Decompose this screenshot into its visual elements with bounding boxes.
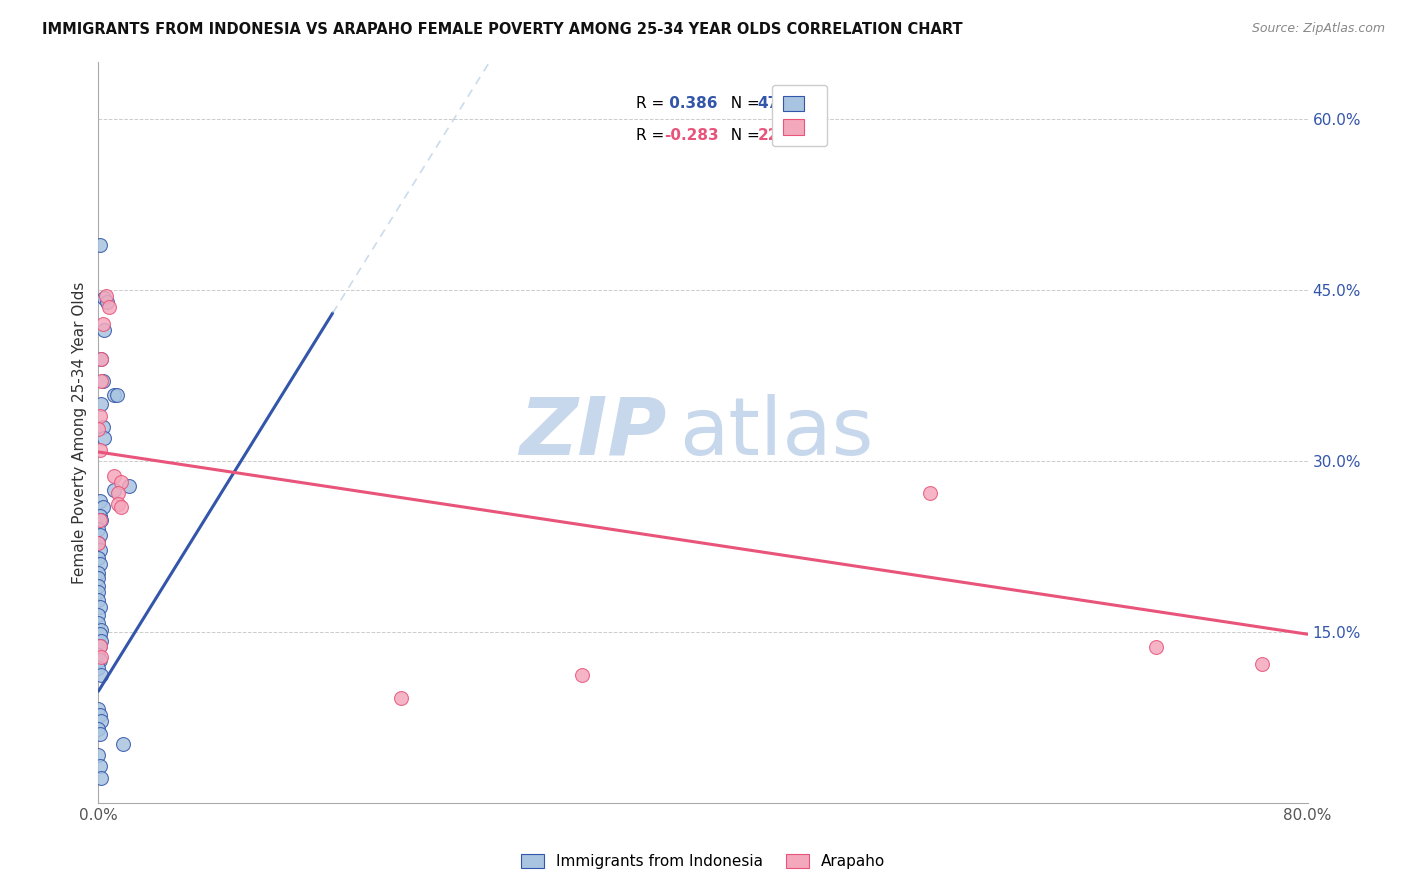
Point bbox=[87, 536, 110, 550]
Point bbox=[98, 301, 121, 315]
Point bbox=[87, 648, 110, 662]
Point bbox=[1144, 640, 1167, 654]
Point bbox=[93, 431, 115, 445]
Point bbox=[87, 585, 110, 599]
Text: N =: N = bbox=[721, 128, 765, 143]
Point bbox=[103, 469, 125, 483]
Text: R =: R = bbox=[637, 95, 669, 111]
Point bbox=[90, 351, 112, 366]
Point bbox=[103, 483, 125, 497]
Point bbox=[87, 722, 110, 736]
Legend: , : , bbox=[772, 85, 827, 146]
Text: -0.283: -0.283 bbox=[664, 128, 718, 143]
Point bbox=[90, 634, 112, 648]
Point bbox=[91, 420, 114, 434]
Point bbox=[87, 571, 110, 585]
Point bbox=[90, 351, 112, 366]
Point bbox=[87, 607, 110, 622]
Point bbox=[89, 627, 111, 641]
Point bbox=[87, 579, 110, 593]
Point bbox=[89, 653, 111, 667]
Point bbox=[96, 294, 118, 309]
Point bbox=[87, 422, 110, 436]
Text: 22: 22 bbox=[758, 128, 779, 143]
Point bbox=[89, 494, 111, 508]
Text: N =: N = bbox=[721, 95, 765, 111]
Point bbox=[89, 409, 111, 423]
Point bbox=[89, 528, 111, 542]
Text: Source: ZipAtlas.com: Source: ZipAtlas.com bbox=[1251, 22, 1385, 36]
Point bbox=[90, 714, 112, 728]
Point bbox=[87, 523, 110, 537]
Point bbox=[90, 623, 112, 637]
Text: 0.386: 0.386 bbox=[664, 95, 718, 111]
Text: ZIP: ZIP bbox=[519, 393, 666, 472]
Point bbox=[89, 442, 111, 457]
Point bbox=[87, 661, 110, 675]
Point bbox=[89, 557, 111, 571]
Point bbox=[89, 727, 111, 741]
Point bbox=[1251, 657, 1274, 671]
Point bbox=[89, 237, 111, 252]
Point bbox=[89, 543, 111, 558]
Point bbox=[93, 323, 115, 337]
Point bbox=[89, 759, 111, 773]
Point bbox=[90, 668, 112, 682]
Text: atlas: atlas bbox=[679, 393, 873, 472]
Point bbox=[89, 708, 111, 723]
Point bbox=[90, 397, 112, 411]
Point bbox=[94, 289, 117, 303]
Point bbox=[111, 737, 134, 751]
Point bbox=[91, 500, 114, 514]
Point bbox=[91, 375, 114, 389]
Point bbox=[89, 599, 111, 614]
Point bbox=[107, 486, 129, 500]
Point bbox=[918, 486, 941, 500]
Point bbox=[87, 550, 110, 565]
Y-axis label: Female Poverty Among 25-34 Year Olds: Female Poverty Among 25-34 Year Olds bbox=[72, 282, 87, 583]
Point bbox=[389, 691, 412, 706]
Point bbox=[89, 639, 111, 653]
Point bbox=[105, 388, 128, 402]
Point bbox=[87, 702, 110, 716]
Text: 47: 47 bbox=[758, 95, 779, 111]
Text: IMMIGRANTS FROM INDONESIA VS ARAPAHO FEMALE POVERTY AMONG 25-34 YEAR OLDS CORREL: IMMIGRANTS FROM INDONESIA VS ARAPAHO FEM… bbox=[42, 22, 963, 37]
Point bbox=[118, 479, 141, 493]
Point bbox=[110, 500, 132, 514]
Legend: Immigrants from Indonesia, Arapaho: Immigrants from Indonesia, Arapaho bbox=[515, 848, 891, 875]
Point bbox=[90, 375, 112, 389]
Point bbox=[90, 513, 112, 527]
Point bbox=[110, 475, 132, 489]
Point bbox=[90, 771, 112, 785]
Point bbox=[87, 566, 110, 580]
Point bbox=[87, 593, 110, 607]
Point bbox=[107, 497, 129, 511]
Text: R =: R = bbox=[637, 128, 669, 143]
Point bbox=[91, 318, 114, 332]
Point bbox=[89, 508, 111, 523]
Point bbox=[87, 536, 110, 550]
Point bbox=[103, 388, 125, 402]
Point bbox=[87, 747, 110, 762]
Point bbox=[93, 291, 115, 305]
Point bbox=[90, 650, 112, 665]
Point bbox=[87, 615, 110, 630]
Point bbox=[89, 513, 111, 527]
Point bbox=[571, 668, 593, 682]
Point bbox=[89, 639, 111, 653]
